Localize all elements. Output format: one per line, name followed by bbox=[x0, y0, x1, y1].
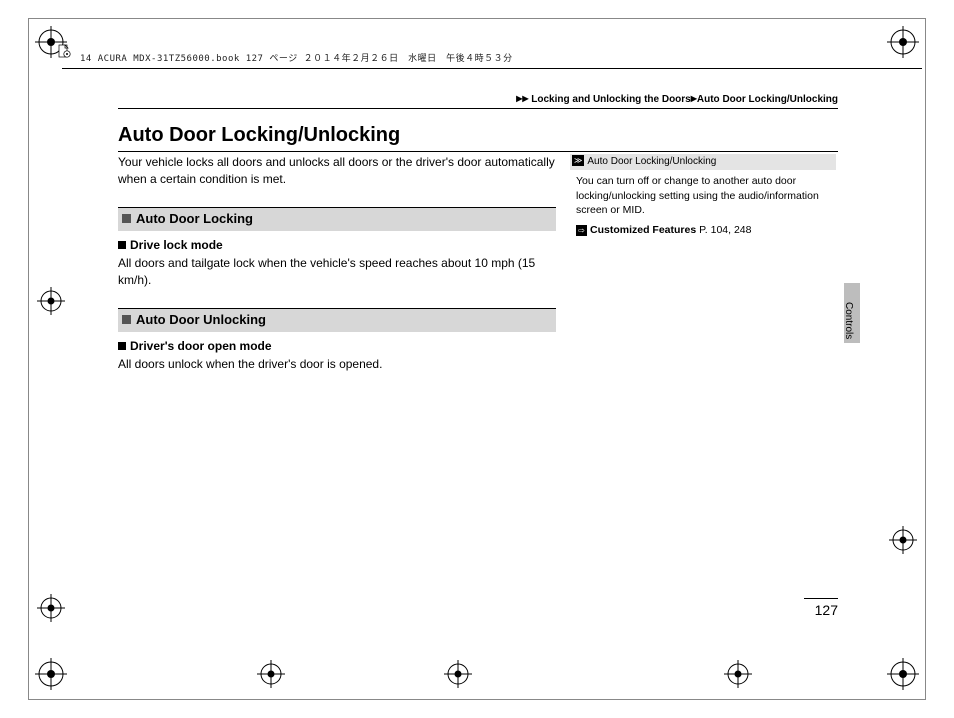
crop-mark-icon bbox=[35, 285, 67, 317]
breadcrumb-part: Locking and Unlocking the Doors bbox=[531, 94, 690, 105]
crop-mark-icon bbox=[887, 524, 919, 556]
section-heading: Auto Door Unlocking bbox=[118, 308, 556, 332]
file-header: 14 ACURA MDX-31TZ56000.book 127 ページ ２０１４… bbox=[62, 46, 922, 69]
breadcrumb: ▶▶ Locking and Unlocking the Doors▶Auto … bbox=[118, 94, 838, 109]
sidebar-column: ≫Auto Door Locking/Unlocking You can tur… bbox=[570, 154, 836, 238]
square-bullet-icon bbox=[118, 342, 126, 350]
breadcrumb-part: Auto Door Locking/Unlocking bbox=[697, 94, 838, 105]
crop-mark-icon bbox=[35, 592, 67, 624]
reference-icon: ⇨ bbox=[576, 225, 587, 236]
sidebar-heading: ≫Auto Door Locking/Unlocking bbox=[570, 154, 836, 170]
crop-mark-icon bbox=[722, 658, 754, 690]
reference-pages: P. 104, 248 bbox=[699, 224, 751, 236]
square-bullet-icon bbox=[118, 241, 126, 249]
page-gear-icon bbox=[57, 44, 71, 58]
reference-line: ⇨Customized Features P. 104, 248 bbox=[576, 223, 834, 238]
crop-mark-icon bbox=[255, 658, 287, 690]
body-text: All doors unlock when the driver's door … bbox=[118, 356, 556, 373]
square-bullet-icon bbox=[122, 214, 131, 223]
square-bullet-icon bbox=[122, 315, 131, 324]
page-title-text: Auto Door Locking/Unlocking bbox=[118, 124, 838, 147]
sub-heading-text: Drive lock mode bbox=[130, 238, 223, 252]
sub-heading-text: Driver's door open mode bbox=[130, 339, 272, 353]
page-number: 127 bbox=[804, 598, 838, 618]
body-text: All doors and tailgate lock when the veh… bbox=[118, 255, 556, 290]
crop-mark-icon bbox=[887, 658, 919, 690]
sub-heading: Drive lock mode bbox=[118, 237, 556, 254]
sidebar-heading-text: Auto Door Locking/Unlocking bbox=[587, 156, 716, 167]
main-column: Your vehicle locks all doors and unlocks… bbox=[118, 154, 556, 391]
reference-title: Customized Features bbox=[590, 224, 696, 236]
page-title: Auto Door Locking/Unlocking bbox=[118, 124, 838, 152]
crop-mark-icon bbox=[442, 658, 474, 690]
section-heading: Auto Door Locking bbox=[118, 207, 556, 231]
section-heading-text: Auto Door Locking bbox=[136, 211, 253, 226]
section-heading-text: Auto Door Unlocking bbox=[136, 312, 266, 327]
sidebar-body: You can turn off or change to another au… bbox=[570, 174, 836, 238]
chevron-icon: ≫ bbox=[572, 155, 584, 166]
intro-text: Your vehicle locks all doors and unlocks… bbox=[118, 154, 556, 189]
crop-mark-icon bbox=[35, 658, 67, 690]
triangle-icon: ▶ bbox=[522, 94, 528, 103]
sub-heading: Driver's door open mode bbox=[118, 338, 556, 355]
sidebar-text: You can turn off or change to another au… bbox=[576, 174, 834, 218]
edge-tab-label: Controls bbox=[843, 302, 854, 339]
file-header-text: 14 ACURA MDX-31TZ56000.book 127 ページ ２０１４… bbox=[80, 54, 513, 64]
